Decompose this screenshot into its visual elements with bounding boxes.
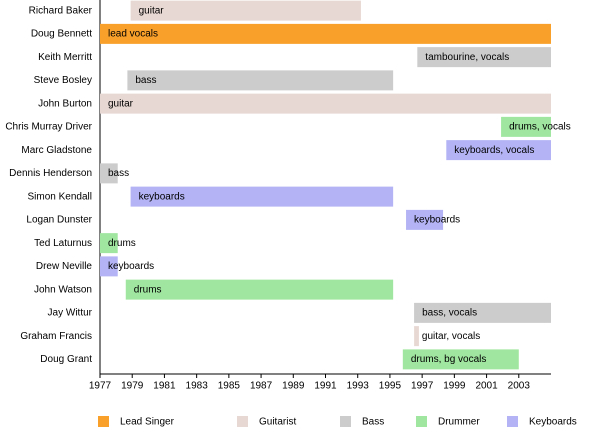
bar-label: drums, vocals: [509, 122, 571, 133]
x-tick-label: 1991: [314, 381, 337, 392]
legend-swatch: [98, 416, 109, 427]
legend-label: Keyboards: [529, 417, 577, 428]
x-tick-label: 1997: [411, 381, 434, 392]
bar-label: keyboards, vocals: [454, 145, 534, 156]
bar: [417, 47, 551, 68]
x-tick-label: 1985: [218, 381, 241, 392]
legend-swatch: [237, 416, 248, 427]
legend-label: Lead Singer: [120, 417, 175, 428]
member-name: Logan Dunster: [26, 215, 92, 226]
bar-label: bass, vocals: [422, 308, 477, 319]
bar-label: tambourine, vocals: [425, 52, 509, 63]
x-tick-label: 1989: [282, 381, 305, 392]
bar: [130, 186, 394, 207]
bar-label: drums: [134, 284, 162, 295]
x-tick-label: 1987: [250, 381, 273, 392]
member-name: Doug Grant: [40, 354, 92, 365]
bar-label: guitar: [139, 5, 165, 16]
bar: [446, 140, 551, 161]
member-name: Richard Baker: [29, 5, 93, 16]
bar-label: bass: [108, 168, 129, 179]
bar: [501, 116, 551, 137]
bar: [402, 349, 519, 370]
member-name: Doug Bennett: [31, 29, 92, 40]
member-name: John Watson: [34, 284, 92, 295]
legend-swatch: [416, 416, 427, 427]
bar: [100, 23, 551, 44]
bar-label: guitar: [108, 98, 134, 109]
bar: [125, 279, 394, 300]
bar-label: drums: [108, 238, 136, 249]
legend-label: Drummer: [438, 417, 480, 428]
legend-label: Bass: [362, 417, 384, 428]
bar: [406, 209, 444, 230]
member-name: Dennis Henderson: [9, 168, 92, 179]
x-tick-label: 1983: [186, 381, 209, 392]
x-tick-label: 1999: [443, 381, 466, 392]
x-tick-label: 1995: [379, 381, 402, 392]
bar-label: keyboards: [108, 261, 154, 272]
member-name: Keith Merritt: [38, 52, 92, 63]
x-tick-label: 1977: [89, 381, 112, 392]
member-name: Steve Bosley: [34, 75, 92, 86]
legend-label: Guitarist: [259, 417, 296, 428]
bar: [100, 233, 118, 254]
bar-label: drums, bg vocals: [411, 354, 487, 365]
bar-label: guitar, vocals: [422, 331, 480, 342]
bar-label: bass: [135, 75, 156, 86]
bar: [100, 93, 551, 114]
member-name: Drew Neville: [36, 261, 93, 272]
member-name: Marc Gladstone: [21, 145, 92, 156]
member-name: Jay Wittur: [48, 308, 93, 319]
member-name: Simon Kendall: [28, 191, 92, 202]
bar: [100, 256, 118, 277]
bar: [127, 70, 394, 91]
x-tick-label: 2003: [508, 381, 531, 392]
member-name: John Burton: [38, 98, 92, 109]
x-tick-label: 1981: [153, 381, 176, 392]
bar: [414, 302, 551, 323]
bar-label: keyboards: [414, 215, 460, 226]
bar-label: keyboards: [139, 191, 185, 202]
legend-swatch: [507, 416, 518, 427]
member-name: Chris Murray Driver: [5, 122, 92, 133]
bar: [100, 163, 118, 184]
member-name: Ted Laturnus: [34, 238, 92, 249]
bar-label: lead vocals: [108, 29, 158, 40]
bar: [130, 0, 361, 21]
x-tick-label: 1979: [121, 381, 144, 392]
legend-swatch: [340, 416, 351, 427]
member-name: Graham Francis: [20, 331, 92, 342]
bar: [414, 326, 419, 347]
x-tick-label: 2001: [475, 381, 498, 392]
x-tick-label: 1993: [347, 381, 370, 392]
